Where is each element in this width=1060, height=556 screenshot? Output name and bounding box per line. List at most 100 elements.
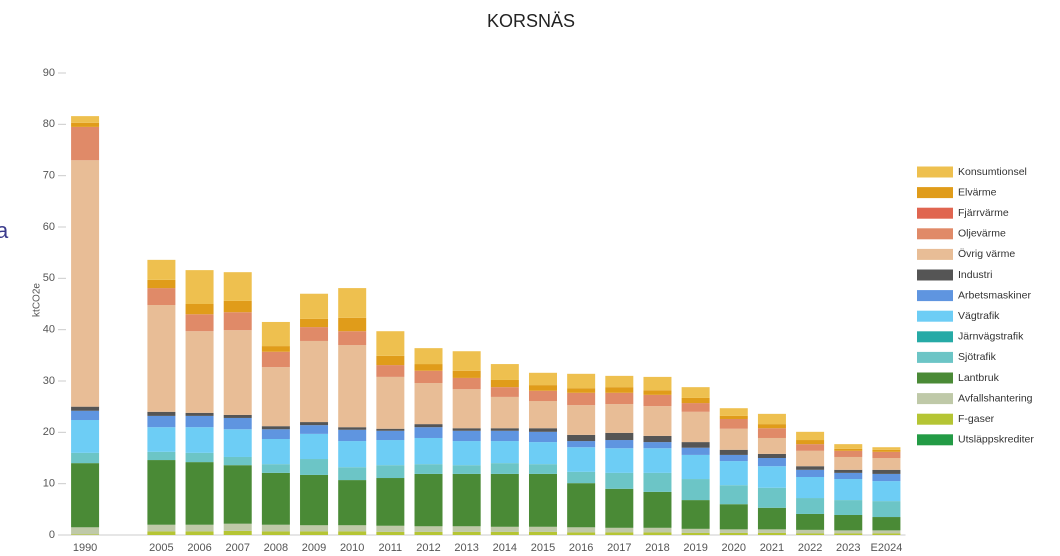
- bar-segment: [261, 464, 290, 473]
- bar-segment: [872, 451, 901, 458]
- bar-segment: [490, 441, 519, 464]
- bar-segment: [490, 526, 519, 532]
- bar-segment: [452, 465, 481, 474]
- y-tick-label: 80: [43, 118, 55, 130]
- x-tick-label: 2013: [454, 542, 478, 554]
- bar-segment: [376, 430, 405, 441]
- bar-segment: [719, 454, 748, 462]
- bar-segment: [605, 448, 634, 473]
- bar-segment: [490, 379, 519, 388]
- bar-segment: [147, 531, 176, 535]
- bar-segment: [71, 116, 100, 123]
- x-tick-label: 2012: [416, 542, 440, 554]
- bar-segment: [452, 531, 481, 535]
- bar-segment: [185, 412, 214, 416]
- bar-segment: [71, 160, 100, 407]
- x-tick-label: 2019: [683, 542, 707, 554]
- bar-segment: [223, 312, 252, 331]
- bar-segment: [834, 450, 863, 457]
- legend-swatch: [917, 413, 953, 425]
- bar-segment: [757, 428, 786, 438]
- bar-segment: [300, 340, 329, 423]
- bar-segment: [872, 533, 901, 535]
- bar-segment: [528, 385, 557, 391]
- legend-label: Fjärrvärme: [958, 207, 1009, 219]
- y-axis-title: ktCO2e: [32, 283, 43, 317]
- bar-segment: [528, 464, 557, 474]
- bar-segment: [567, 527, 596, 533]
- bar-segment: [338, 531, 367, 535]
- bar-segment: [643, 390, 672, 395]
- bar-segment: [376, 355, 405, 366]
- bar-segment: [528, 431, 557, 443]
- y-tick-label: 10: [43, 478, 55, 490]
- bar-segment: [452, 351, 481, 371]
- bar-segment: [414, 473, 443, 527]
- bar-segment: [414, 526, 443, 532]
- bar-segment: [605, 387, 634, 393]
- x-tick-label: 2020: [722, 542, 746, 554]
- bar-segment: [605, 375, 634, 388]
- bar-segment: [414, 531, 443, 535]
- bar-segment: [605, 527, 634, 533]
- bar-segment: [834, 514, 863, 531]
- bar-segment: [643, 435, 672, 443]
- bar-segment: [185, 524, 214, 532]
- bar-segment: [490, 463, 519, 474]
- bar-segment: [185, 462, 214, 525]
- bar-segment: [872, 447, 901, 450]
- bar-segment: [567, 447, 596, 472]
- bar-segment: [490, 428, 519, 431]
- bar-segment: [71, 126, 100, 161]
- bar-segment: [376, 428, 405, 431]
- legend-label: Lantbruk: [958, 372, 1000, 384]
- bar-segment: [757, 529, 786, 533]
- bar-segment: [376, 531, 405, 535]
- bar-segment: [681, 532, 710, 535]
- legend-label: Konsumtionsel: [958, 166, 1027, 178]
- legend-label: Avfallshantering: [958, 392, 1033, 404]
- bar-segment: [261, 531, 290, 535]
- bar-segment: [223, 456, 252, 466]
- y-tick-label: 20: [43, 426, 55, 438]
- bar-segment: [261, 439, 290, 465]
- bar-segment: [796, 529, 825, 534]
- bar-segment: [338, 427, 367, 430]
- bar-segment: [719, 408, 748, 416]
- x-tick-label: 2015: [531, 542, 555, 554]
- bar-segment: [300, 433, 329, 460]
- y-tick-label: 90: [43, 67, 55, 79]
- bar-segment: [261, 429, 290, 440]
- bar-segment: [834, 469, 863, 473]
- legend-swatch: [917, 290, 953, 302]
- bar-segment: [452, 428, 481, 431]
- bar-segment: [834, 456, 863, 470]
- bar-segment: [605, 472, 634, 489]
- bar-segment: [452, 526, 481, 532]
- legend-label: Utsläppskrediter: [958, 434, 1034, 446]
- x-tick-label: 2010: [340, 542, 364, 554]
- bar-segment: [605, 404, 634, 433]
- bar-segment: [185, 452, 214, 463]
- bar-segment: [605, 440, 634, 449]
- y-tick-label: 40: [43, 324, 55, 336]
- bar-segment: [414, 437, 443, 465]
- legend-label: F-gaser: [958, 413, 995, 425]
- bar-segment: [605, 488, 634, 528]
- bar-segment: [452, 370, 481, 378]
- bar-segment: [414, 364, 443, 371]
- bar-segment: [719, 485, 748, 505]
- bar-segment: [681, 479, 710, 501]
- bar-segment: [71, 534, 100, 535]
- bar-segment: [147, 259, 176, 280]
- bar-segment: [71, 122, 100, 127]
- legend-label: Elvärme: [958, 186, 997, 198]
- bar-segment: [147, 460, 176, 525]
- bar-segment: [834, 444, 863, 449]
- bar-segment: [528, 531, 557, 535]
- bar-segment: [872, 458, 901, 470]
- bar-segment: [757, 458, 786, 467]
- bar-segment: [567, 434, 596, 442]
- bar-segment: [185, 314, 214, 332]
- bar-segment: [414, 464, 443, 474]
